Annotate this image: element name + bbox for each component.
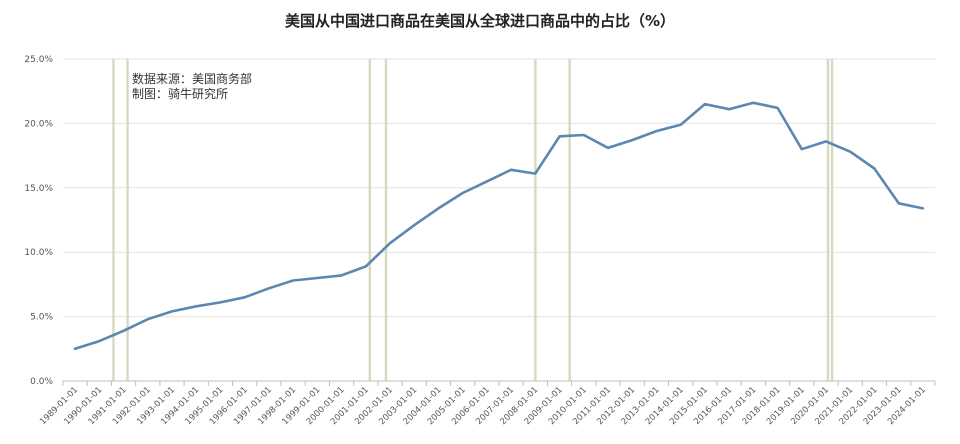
x-axis-ticks: 1989-01-011990-01-011991-01-011992-01-01… — [38, 381, 936, 427]
y-tick-label: 0.0% — [30, 377, 53, 387]
recession-bands — [112, 59, 834, 381]
y-tick-label: 10.0% — [24, 248, 53, 258]
source-note: 制图：骑牛研究所 — [132, 86, 228, 101]
y-tick-label: 15.0% — [24, 184, 53, 194]
y-tick-label: 25.0% — [24, 55, 53, 65]
y-axis-ticks: 0.0% 5.0% 10.0% 15.0% 20.0% 25.0% — [24, 55, 53, 387]
source-note: 数据来源：美国商务部 — [132, 71, 252, 86]
y-tick-label: 5.0% — [30, 313, 53, 323]
gridlines — [63, 58, 935, 318]
series-plot — [73, 101, 925, 351]
chart-title: 美国从中国进口商品在美国从全球进口商品中的占比（%） — [285, 12, 675, 30]
series-line — [73, 101, 925, 351]
y-tick-label: 20.0% — [24, 119, 53, 129]
